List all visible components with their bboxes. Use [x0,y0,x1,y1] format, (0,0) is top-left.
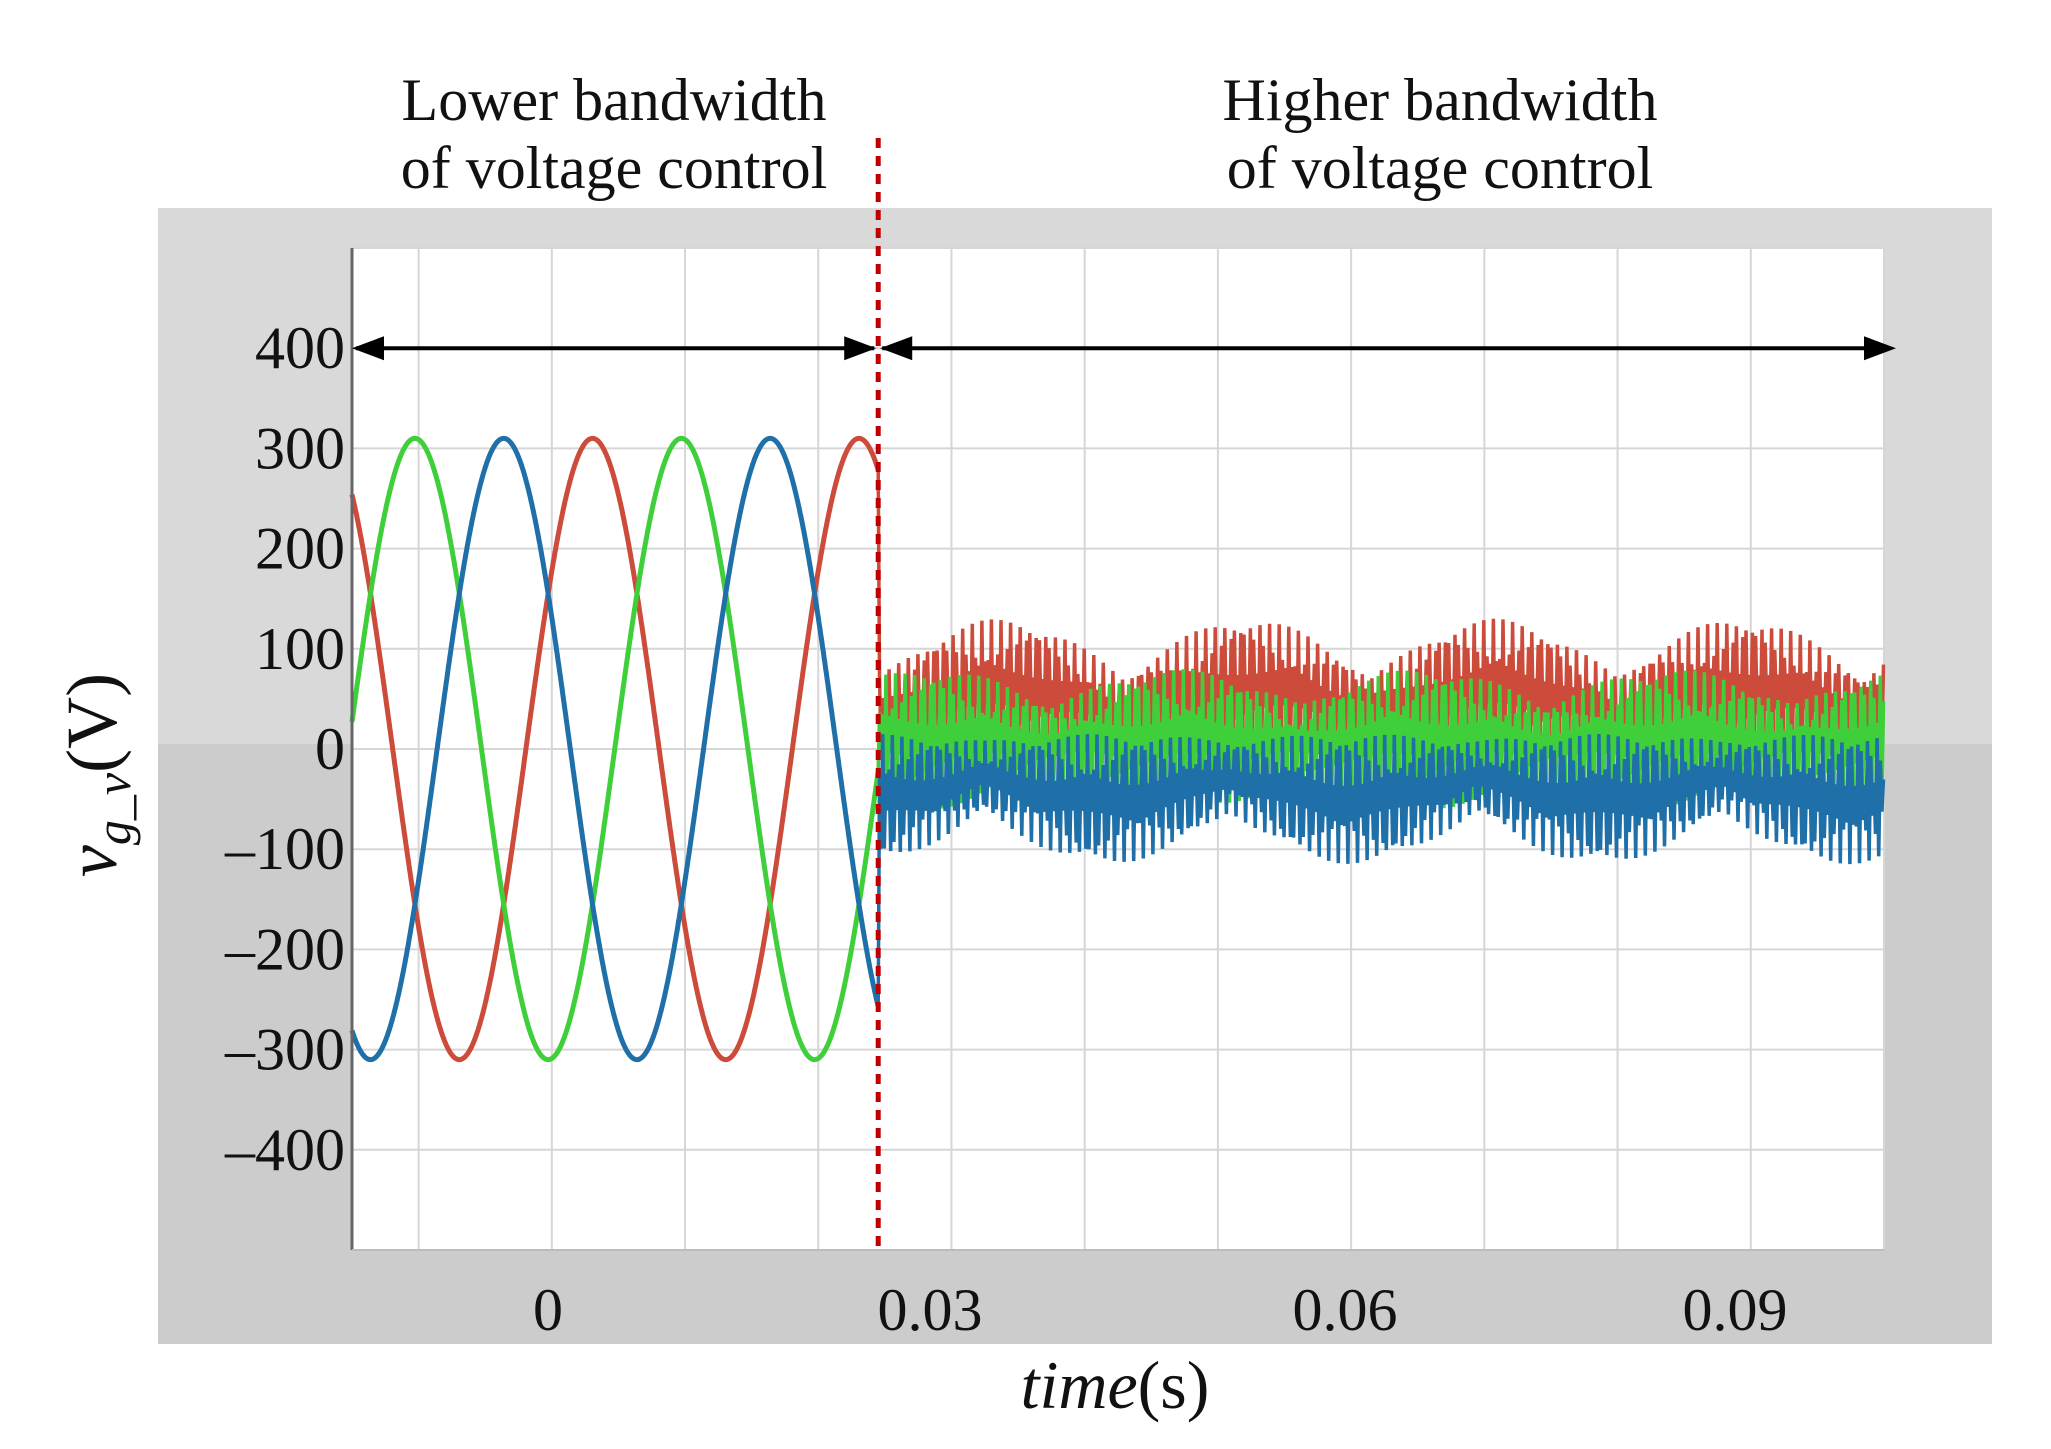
y-tick-label: 400 [255,315,345,381]
arrowhead-right [1864,336,1896,361]
series-line-before [349,435,881,1063]
y-tick-label: 300 [255,415,345,481]
series-line-after [876,733,1886,1007]
x-axis-label-main: time [1021,1347,1138,1423]
y-tick-label: –100 [224,816,345,882]
y-axis-label-main: v [52,845,132,877]
annotation-higher-bandwidth-line1: Higher bandwidth [1223,67,1658,133]
annotation-higher-bandwidth-line2: of voltage control [1227,135,1654,201]
y-tick-label: 100 [255,616,345,682]
x-tick-label: 0 [533,1277,563,1343]
tick-labels: 400 300 200 100 0 –100 –200 –300 –400 0 0.03 0.06 0.… [224,315,1788,1343]
x-tick-label: 0.03 [878,1277,983,1343]
x-tick-label: 0.09 [1683,1277,1788,1343]
y-tick-label: 0 [315,716,345,782]
y-tick-label: –200 [224,916,345,982]
axes [350,138,1884,1252]
x-axis-label-unit: (s) [1138,1347,1210,1423]
y-axis-label-unit: (V) [52,673,132,773]
series-line-before [349,435,881,1063]
y-axis-label-sub: g_v [85,772,141,845]
y-tick-label: –400 [224,1117,345,1183]
arrowhead-left [352,336,384,361]
x-tick-label: 0.06 [1293,1277,1398,1343]
annotation-lower-bandwidth-line1: Lower bandwidth [402,67,827,133]
y-axis-label: vg_v(V) [52,673,141,877]
annotation-arrows [352,336,1896,361]
arrowhead-left-end [844,336,877,361]
annotation-lower-bandwidth-line2: of voltage control [401,135,828,201]
y-tick-label: 200 [255,516,345,582]
arrowhead-right-start [880,336,913,361]
x-axis-label: time(s) [1021,1347,1210,1423]
series-lines [349,435,1886,1063]
series-line-before [349,435,881,1063]
y-tick-label: –300 [224,1017,345,1083]
